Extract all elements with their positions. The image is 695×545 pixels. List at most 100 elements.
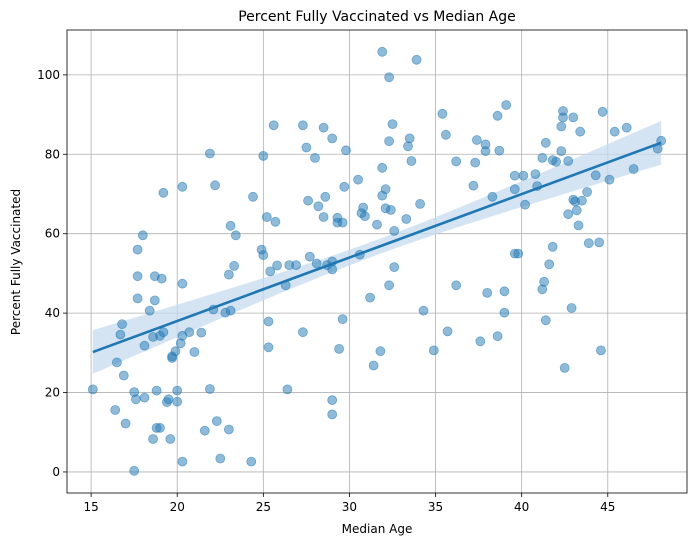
data-point (568, 112, 579, 123)
data-point (225, 305, 236, 316)
data-point (258, 250, 269, 261)
data-point (387, 119, 398, 129)
data-point (177, 456, 188, 467)
data-point (358, 202, 369, 213)
y-tick-label: 60 (45, 227, 60, 241)
data-point (556, 121, 567, 132)
data-point (577, 195, 587, 206)
data-point (403, 141, 413, 152)
data-point (475, 336, 486, 347)
x-tick-label: 35 (428, 500, 443, 514)
data-point (132, 293, 143, 304)
data-point (540, 315, 551, 326)
data-points (87, 46, 667, 476)
data-point (440, 129, 451, 140)
data-point (301, 142, 312, 153)
data-point (327, 133, 338, 144)
regression-line (92, 141, 662, 354)
data-point (337, 314, 348, 325)
data-point (215, 453, 226, 464)
data-point (334, 343, 345, 354)
x-tick-label: 40 (514, 500, 529, 514)
data-point (428, 345, 439, 356)
data-point (177, 278, 188, 289)
data-point (530, 169, 541, 180)
data-point (291, 260, 302, 271)
data-point (318, 212, 329, 222)
data-point (248, 191, 258, 202)
data-point (494, 145, 505, 156)
data-point (573, 220, 584, 231)
data-point (451, 280, 462, 291)
data-point (437, 108, 448, 119)
data-point (199, 425, 210, 436)
x-tick-label: 20 (170, 500, 185, 514)
data-point (368, 360, 379, 371)
y-tick-label: 80 (45, 147, 60, 161)
data-point (204, 148, 215, 159)
data-point (139, 340, 150, 351)
data-point (518, 170, 529, 181)
data-point (137, 230, 148, 241)
data-point (520, 199, 530, 210)
data-point (304, 251, 315, 262)
data-point (310, 152, 320, 163)
data-point (297, 120, 308, 131)
data-point (628, 164, 639, 174)
data-point (184, 327, 195, 338)
data-point (451, 156, 462, 167)
data-point (594, 237, 605, 248)
data-point (401, 214, 412, 224)
data-point (583, 238, 594, 249)
data-point (172, 396, 183, 407)
data-point (341, 145, 351, 156)
data-point (139, 392, 150, 403)
data-point (303, 195, 314, 206)
data-point (282, 384, 293, 395)
data-point (442, 326, 453, 337)
data-point (318, 122, 329, 133)
y-tick-label: 20 (45, 386, 60, 400)
data-point (265, 266, 276, 277)
data-point (621, 122, 632, 133)
data-point (130, 394, 141, 405)
data-point (544, 259, 555, 270)
data-point (263, 342, 274, 353)
data-point (223, 269, 234, 280)
data-point (375, 346, 386, 357)
data-point (327, 409, 338, 420)
data-point (177, 181, 188, 192)
data-point (272, 260, 283, 271)
data-point (165, 434, 176, 444)
data-point (385, 204, 396, 215)
data-point (163, 394, 174, 405)
data-point (556, 146, 567, 157)
data-point (204, 384, 215, 394)
data-point (389, 225, 400, 236)
data-point (487, 191, 498, 202)
data-point (144, 305, 155, 316)
data-point (539, 276, 549, 287)
y-tick-label: 100 (37, 68, 60, 82)
data-point (513, 248, 524, 259)
data-point (170, 346, 181, 357)
data-point (229, 260, 240, 271)
data-point (575, 126, 586, 137)
data-point (480, 146, 491, 157)
data-point (118, 370, 129, 381)
data-point (189, 347, 200, 357)
data-point (223, 424, 234, 435)
data-point (327, 395, 338, 406)
grid-lines (67, 30, 687, 493)
data-point (418, 305, 429, 316)
data-point (210, 180, 221, 191)
data-point (384, 280, 395, 291)
data-point (211, 416, 222, 427)
data-point (582, 187, 592, 197)
regression-line-group (92, 141, 662, 354)
data-point (311, 258, 322, 269)
data-point (590, 170, 601, 181)
data-point (566, 303, 577, 313)
